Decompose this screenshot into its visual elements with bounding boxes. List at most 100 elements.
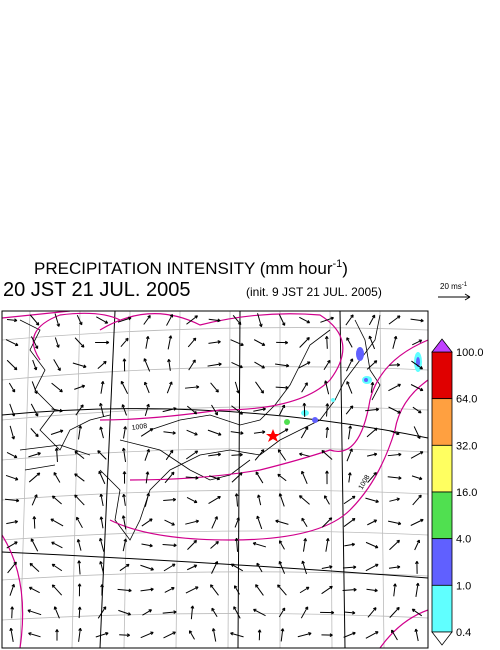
wind-arrow (185, 475, 199, 480)
title-main: PRECIPITATION INTENSITY (mm hour (34, 259, 333, 278)
wind-arrow (234, 517, 240, 528)
wind-arrow (99, 426, 104, 439)
wind-arrow (387, 476, 402, 480)
colorbar-label: 64.0 (456, 394, 477, 406)
wind-arrow (6, 452, 18, 459)
wind-arrow (121, 447, 127, 462)
wind-arrow (140, 587, 154, 592)
wind-arrow (209, 475, 221, 481)
wind-arrow (254, 361, 265, 369)
wind-arrow (277, 584, 287, 596)
wind-arrow (53, 359, 61, 372)
wind-arrow (255, 381, 265, 394)
wind-arrow (254, 449, 265, 461)
wind-arrow (74, 384, 86, 390)
wind-arrow (366, 360, 378, 370)
wind-arrow (122, 493, 126, 506)
wind-arrow (145, 335, 150, 349)
wind-arrow (141, 518, 153, 527)
wind-arrow (275, 385, 289, 390)
wind-arrow (32, 359, 38, 371)
wind-arrow (325, 470, 329, 485)
wind-arrow (253, 430, 266, 434)
wind-arrow (278, 607, 286, 618)
wind-arrow (186, 315, 198, 325)
wind-arrow (415, 582, 420, 597)
wind-arrow (230, 339, 244, 347)
wind-arrow (301, 560, 308, 575)
colorbar-segment (431, 351, 453, 400)
wind-arrow (99, 561, 105, 574)
wind-arrow (54, 337, 60, 348)
colorbar-label: 1.0 (456, 580, 471, 592)
wind-arrow (324, 380, 330, 395)
wind-arrow (185, 586, 199, 594)
wind-arrow (5, 474, 19, 481)
wind-arrow (211, 560, 219, 574)
wind-arrow (186, 405, 198, 415)
wind-arrow (255, 584, 264, 596)
wind-arrow (321, 565, 333, 569)
wind-arrow (279, 404, 286, 416)
wind-arrow (277, 473, 287, 482)
wind-arrow (234, 537, 239, 552)
wind-arrow (279, 540, 285, 550)
wind-arrow (234, 381, 240, 394)
precipitation (284, 347, 422, 425)
wind-arrow (51, 563, 63, 572)
wind-arrow (123, 426, 127, 439)
wind-legend-exponent: -1 (462, 282, 468, 288)
wind-arrow (6, 541, 18, 549)
wind-arrow (389, 497, 400, 502)
wind-arrow (121, 515, 127, 530)
wind-arrow (388, 406, 401, 414)
wind-arrow (190, 605, 195, 620)
wind-arrow (231, 472, 243, 483)
wind-arrow (97, 606, 107, 619)
wind-arrow (366, 427, 378, 438)
wind-arrow (392, 335, 398, 349)
wind-arrow (325, 403, 330, 417)
wind-arrow (118, 609, 132, 616)
wind-arrow (320, 610, 335, 615)
wind-arrow (233, 585, 240, 595)
wind-arrow (95, 340, 110, 345)
wind-arrow (78, 627, 82, 642)
wind-arrow (163, 563, 176, 572)
wind-arrow (298, 495, 310, 505)
wind-arrow (163, 497, 177, 502)
wind-arrow (230, 563, 244, 572)
wind-arrow (100, 584, 104, 596)
wind-arrow (77, 583, 82, 597)
wind-arrow (51, 541, 63, 549)
wind-arrow (140, 564, 154, 571)
wind-arrow (144, 492, 150, 507)
wind-arrow (208, 452, 222, 457)
title-close: ) (342, 259, 348, 278)
wind-arrow (207, 429, 222, 436)
wind-arrow (345, 314, 354, 326)
wind-arrow (300, 426, 309, 439)
wind-arrow (393, 583, 397, 597)
wind-arrow (255, 471, 264, 484)
wind-arrow (388, 315, 401, 325)
wind-arrow (162, 610, 177, 614)
wind-arrow (120, 337, 129, 348)
wind-arrow (325, 426, 330, 438)
colorbar-label: 32.0 (456, 440, 477, 452)
wind-arrow (391, 629, 398, 641)
wind-arrow (8, 382, 16, 393)
contour-label: 1008 (358, 474, 372, 491)
wind-arrow (276, 340, 289, 345)
wind-arrow (346, 337, 353, 348)
wind-arrow (342, 565, 357, 570)
wind-arrow (30, 336, 39, 349)
wind-arrow (233, 606, 241, 619)
wind-arrow (143, 358, 151, 372)
wind-arrow (345, 405, 354, 415)
wind-arrow (164, 519, 175, 526)
wind-arrow (55, 629, 59, 641)
wind-arrow (299, 452, 310, 457)
wind-arrow (162, 543, 177, 548)
